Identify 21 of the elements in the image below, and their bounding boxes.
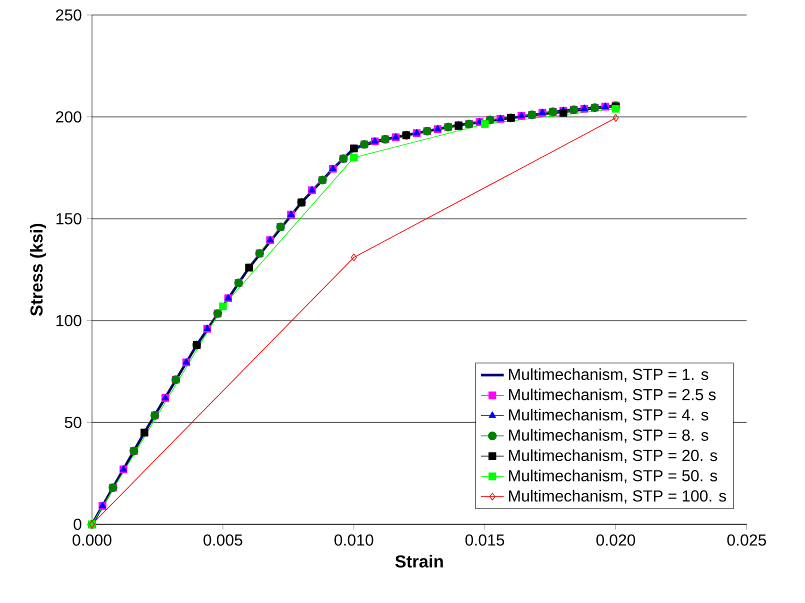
- x-tick-label: 0.000: [72, 534, 112, 546]
- legend-label: Multimechanism, STP = 20. s: [509, 449, 718, 463]
- legend-label: Multimechanism, STP = 8. s: [509, 429, 708, 443]
- y-tick-label: 250: [56, 9, 82, 21]
- x-tick-label: 0.005: [204, 534, 242, 546]
- x-tick-label: 0.015: [465, 534, 504, 546]
- y-tick-label: 50: [64, 416, 82, 428]
- y-tick-label: 100: [56, 314, 82, 326]
- x-tick-label: 0.010: [334, 534, 374, 546]
- y-tick-label: 200: [56, 111, 82, 123]
- legend-label: Multimechanism, STP = 100. s: [509, 490, 726, 504]
- x-axis-title: Strain: [395, 554, 443, 568]
- legend-label: Multimechanism, STP = 4. s: [509, 408, 708, 422]
- x-tick-label: 0.020: [596, 534, 636, 546]
- y-tick-label: 0: [74, 518, 82, 530]
- legend-label: Multimechanism, STP = 1. s: [509, 368, 708, 382]
- legend-label: Multimechanism, STP = 50. s: [509, 470, 718, 484]
- y-tick-label: 150: [56, 213, 82, 224]
- y-axis-title: Stress (ksi): [30, 224, 46, 316]
- x-tick-label: 0.025: [727, 534, 766, 546]
- legend-label: Multimechanism, STP = 2.5 s: [509, 388, 716, 402]
